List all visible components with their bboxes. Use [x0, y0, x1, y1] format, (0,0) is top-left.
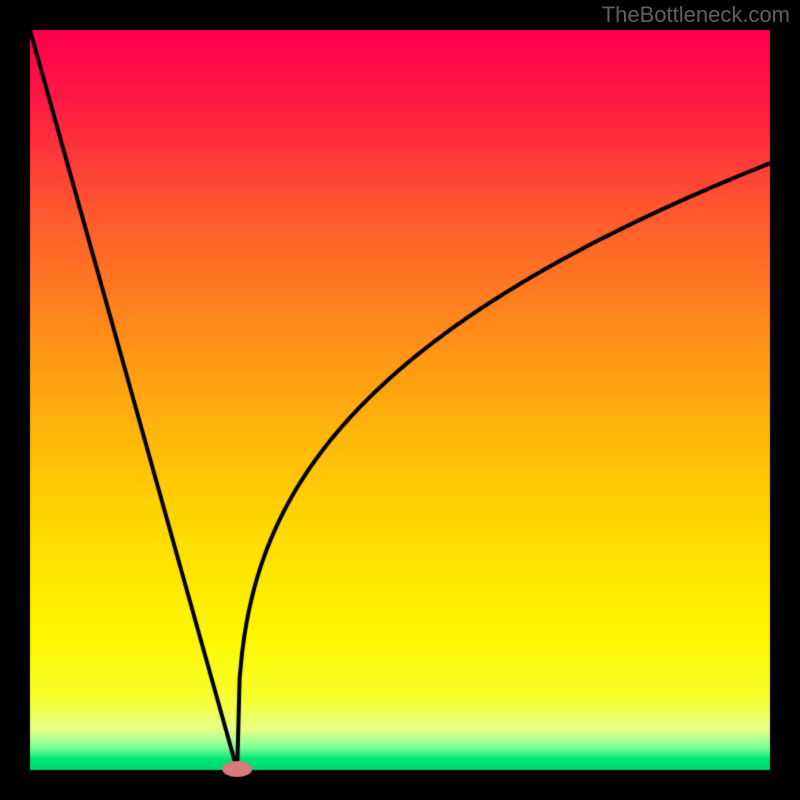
bottleneck-curve-chart — [0, 0, 800, 800]
watermark-text: TheBottleneck.com — [602, 2, 790, 28]
chart-container: TheBottleneck.com — [0, 0, 800, 800]
